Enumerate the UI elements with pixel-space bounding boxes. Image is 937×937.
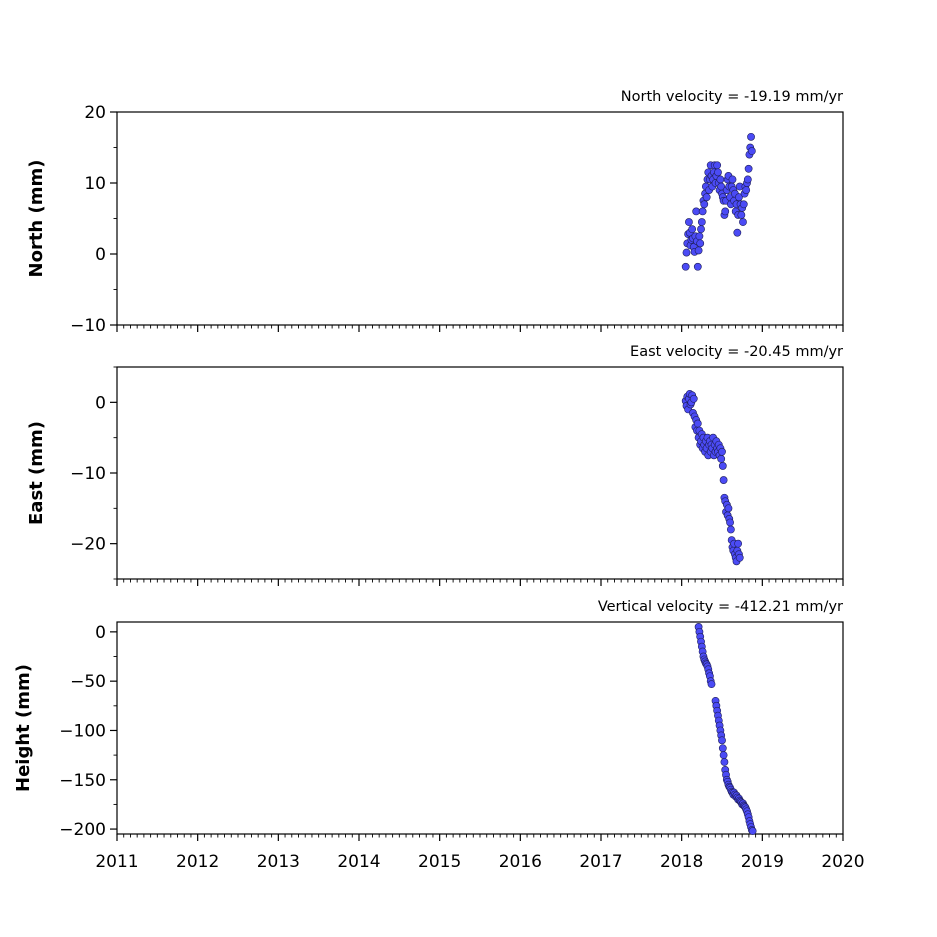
north-ytick-label: 20 [84, 103, 106, 123]
north-data-point [744, 164, 753, 173]
height-xtick-label: 2019 [741, 852, 784, 872]
north-data-point [702, 193, 711, 202]
north-ytick-label: 0 [95, 245, 106, 265]
north-data-point [716, 175, 725, 184]
height-xtick-label: 2013 [257, 852, 300, 872]
north-data-point [721, 207, 730, 216]
north-data-point [681, 262, 690, 271]
north-data-point [743, 175, 752, 184]
north-data-point [733, 228, 742, 237]
north-data-point [739, 218, 747, 226]
east-data-point [719, 476, 728, 484]
height-xtick-label: 2018 [660, 852, 703, 872]
north-data-point [700, 200, 709, 209]
north-data-point [713, 161, 722, 170]
north-panel: North velocity = -19.19 mm/yr North (mm) −… [26, 89, 844, 336]
height-data-point [718, 736, 726, 745]
east-ytick-label: −20 [70, 535, 106, 555]
height-velocity-title: Vertical velocity = -412.21 mm/yr [598, 599, 843, 615]
height-ytick-label: −150 [59, 771, 106, 791]
height-ylabel: Height (mm) [13, 664, 34, 792]
north-data-point [739, 200, 748, 209]
height-data-point [748, 827, 757, 835]
height-data-point [720, 758, 729, 766]
east-ytick-label: −10 [70, 464, 106, 484]
north-data-point [695, 232, 704, 241]
east-ytick-label: 0 [95, 393, 106, 413]
north-data-point [747, 132, 755, 141]
north-velocity-title: North velocity = -19.19 mm/yr [621, 89, 843, 105]
height-data-point [707, 680, 716, 689]
north-ytick-label: 10 [84, 174, 106, 194]
north-data-point [694, 246, 703, 255]
north-data-point [693, 262, 702, 271]
height-ytick-label: 0 [95, 623, 106, 643]
east-data-point [693, 419, 702, 428]
height-xtick-label: 2016 [499, 852, 542, 872]
east-data-point [689, 394, 698, 403]
north-data-point [747, 147, 756, 155]
north-data-point [742, 186, 751, 194]
height-ytick-label: −50 [70, 672, 106, 692]
north-data-point [697, 218, 706, 226]
east-data-point [718, 447, 726, 456]
height-xtick-label: 2012 [176, 852, 219, 872]
east-data-point [717, 454, 726, 463]
east-data-point [718, 462, 727, 470]
height-xtick-label: 2011 [95, 852, 138, 872]
north-data-point [688, 225, 697, 234]
height-data-point [718, 744, 727, 753]
height-panel: Vertical velocity = -412.21 mm/yr Height … [13, 599, 865, 872]
north-data-point [728, 175, 737, 184]
height-xtick-label: 2017 [579, 852, 622, 872]
height-axes-frame [116, 621, 844, 835]
east-panel: East velocity = -20.45 mm/yr East (mm) −20… [26, 344, 844, 586]
north-data-point [685, 218, 693, 226]
height-ytick-label: −200 [59, 820, 106, 840]
east-data-point [726, 525, 735, 534]
north-data-point [696, 239, 705, 248]
height-xtick-label: 2014 [337, 852, 380, 872]
north-data-point [682, 248, 691, 257]
north-data-point [697, 225, 705, 234]
north-axes-frame [116, 111, 844, 326]
north-data-point [698, 207, 707, 216]
height-ytick-label: −100 [59, 721, 106, 741]
east-data-point [734, 539, 743, 548]
east-data-point [735, 553, 744, 562]
north-ylabel: North (mm) [26, 160, 47, 278]
north-ytick-label: −10 [70, 316, 106, 336]
height-xtick-label: 2020 [821, 852, 864, 872]
east-velocity-title: East velocity = -20.45 mm/yr [630, 344, 843, 360]
east-ylabel: East (mm) [26, 421, 47, 525]
height-xtick-label: 2015 [418, 852, 461, 872]
height-data-point [719, 751, 728, 760]
north-data-point [714, 168, 722, 177]
north-data-point [692, 207, 701, 216]
east-data-point [724, 504, 733, 513]
north-data-point [737, 211, 746, 219]
east-data-point [726, 518, 734, 527]
